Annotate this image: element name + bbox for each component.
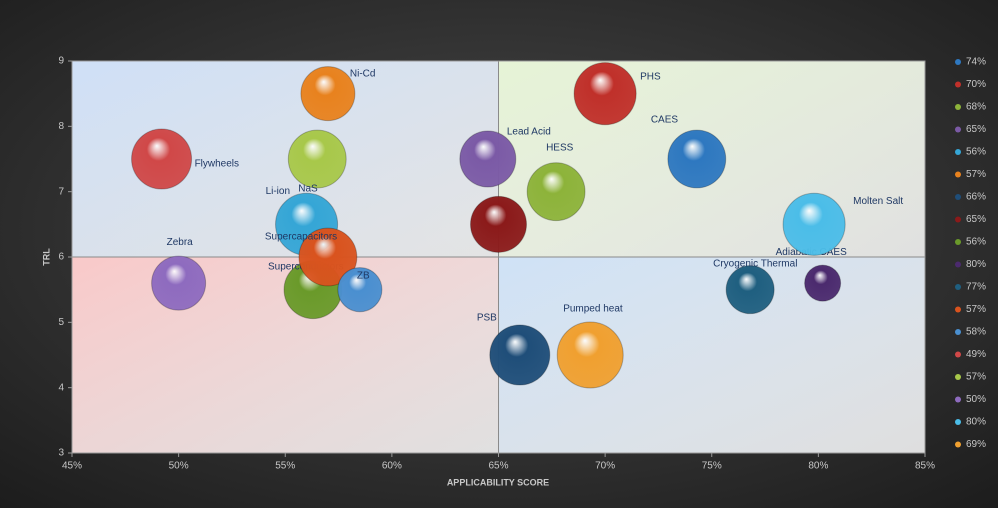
x-tick-label: 65% [488,461,508,472]
legend-marker [955,239,961,245]
legend-marker [955,396,961,403]
y-tick-label: 9 [58,56,64,67]
y-tick-label: 3 [58,448,64,459]
data-label: CAES [651,115,679,126]
legend-label: 65% [966,214,986,225]
bubble [489,324,551,386]
legend-label: 74% [966,57,986,68]
bubble [556,321,624,389]
x-tick-label: 45% [62,461,82,472]
legend-marker [955,419,961,425]
bubble [337,267,383,313]
legend-label: 80% [966,417,986,428]
data-label: HESS [546,142,574,153]
legend-label: 69% [966,439,986,450]
data-label: PHS [640,71,661,82]
legend-label: 56% [966,237,986,248]
legend-label: 58% [966,327,986,338]
y-tick-label: 6 [58,252,64,263]
legend-label: 70% [966,79,986,90]
legend-marker [955,104,961,110]
bubble [804,264,842,302]
legend-label: 56% [966,147,986,158]
data-label: Lead Acid [507,127,551,138]
data-label: Li-ion [266,186,290,197]
data-label: Zebra [167,237,194,248]
legend-marker [955,306,961,313]
bubble [526,162,586,222]
legend-marker [955,149,961,155]
data-label: Flywheels [195,159,239,170]
legend-label: 57% [966,304,986,315]
bubble [300,66,356,122]
legend-label: 68% [966,102,986,113]
legend-marker [955,261,961,268]
legend-marker [955,351,961,358]
bubble [667,129,727,189]
legend-marker [955,59,961,65]
legend-label: 50% [966,394,986,405]
legend-marker [955,81,961,88]
y-tick-label: 5 [58,317,64,328]
legend-label: 57% [966,169,986,180]
data-label: Molten Salt [853,196,903,207]
y-axis-title: TRL [41,248,51,266]
bubble [287,129,347,189]
bubble [725,265,775,315]
bubble [151,255,207,311]
legend-label: 65% [966,124,986,135]
x-tick-label: 85% [915,461,935,472]
legend-marker [955,329,961,335]
data-label: Supercapacitors [265,232,337,243]
x-tick-label: 75% [702,461,722,472]
legend-label: 77% [966,282,986,293]
legend-marker [955,194,961,200]
y-tick-label: 8 [58,121,64,132]
x-tick-label: 70% [595,461,615,472]
x-tick-label: 55% [275,461,295,472]
data-label: Ni-Cd [350,68,376,79]
bubble [131,128,193,190]
data-label: ZB [357,270,370,281]
y-tick-label: 4 [58,382,64,393]
legend-label: 66% [966,192,986,203]
legend-marker [955,216,961,223]
data-label: Pumped heat [563,304,623,315]
legend-marker [955,374,961,380]
legend-label: 57% [966,372,986,383]
legend-marker [955,126,961,133]
bubble [459,130,517,188]
x-axis-title: APPLICABILITY SCORE [447,477,549,487]
data-label: PSB [477,313,497,324]
legend-label: 49% [966,349,986,360]
data-label: Cryogenic Thermal [713,258,797,269]
data-label: NaS [298,184,318,195]
y-tick-label: 7 [58,186,64,197]
legend-marker [955,441,961,448]
legend-marker [955,284,961,290]
x-tick-label: 80% [808,461,828,472]
x-tick-label: 50% [169,461,189,472]
bubble [782,192,846,256]
bubble [573,62,637,126]
bubble [470,195,527,253]
x-tick-label: 60% [382,461,402,472]
bubble [298,227,358,287]
legend-marker [955,171,961,178]
legend-label: 80% [966,259,986,270]
